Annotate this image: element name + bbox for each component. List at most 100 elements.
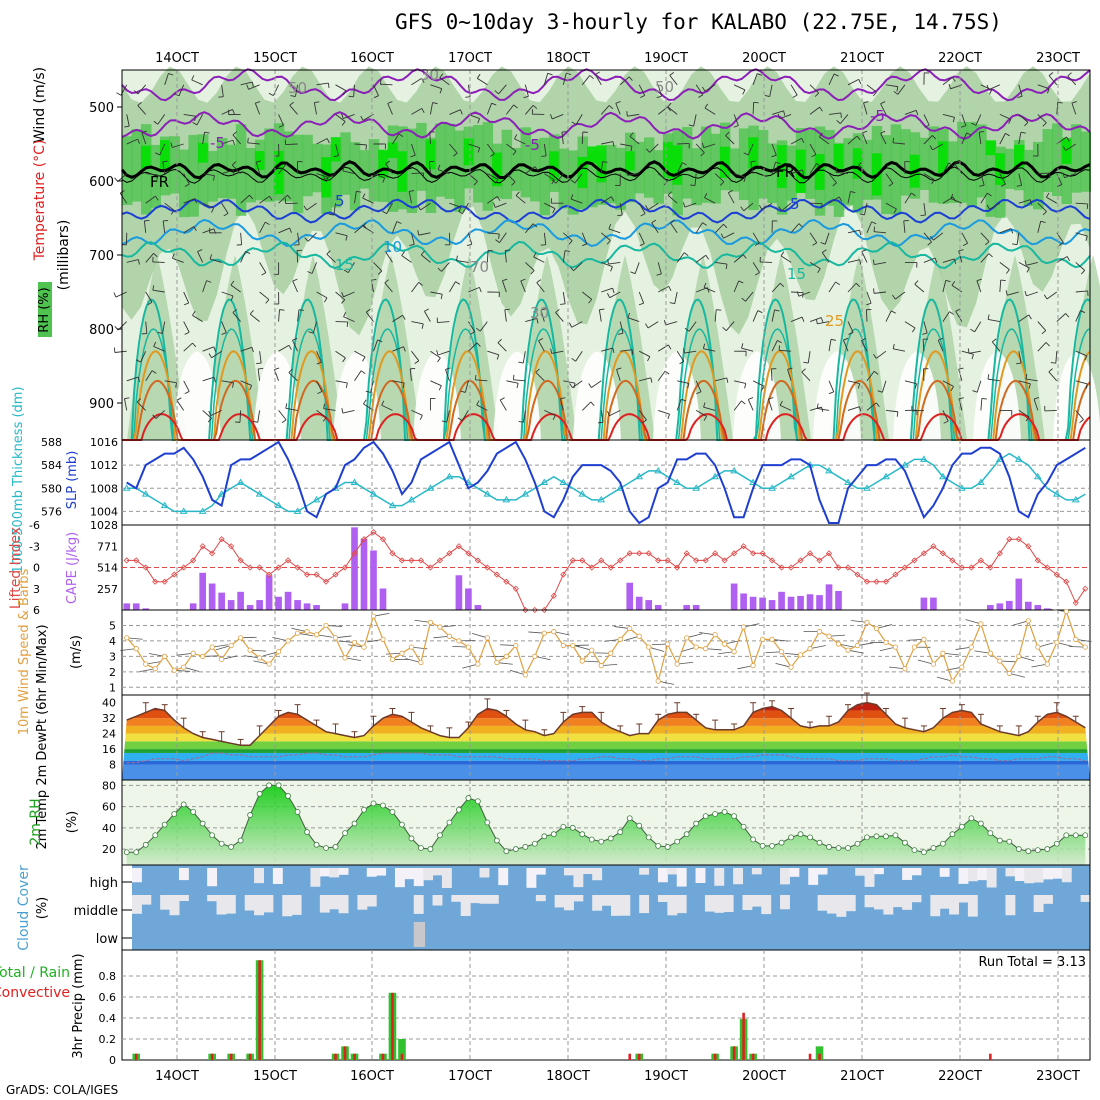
- wind-barb: [885, 202, 897, 210]
- wind-barb-flag: [124, 397, 130, 400]
- wind-barb: [221, 139, 234, 145]
- cloud-mid-cell: [554, 895, 565, 908]
- lifted-marker: [550, 592, 557, 599]
- wind-barb-10m: [999, 660, 1016, 663]
- wind-barb-flag: [914, 383, 918, 389]
- wind-barb: [347, 262, 355, 273]
- wind-marker: [551, 629, 557, 635]
- wind-barb-flag: [850, 191, 856, 194]
- rh2m-marker: [1072, 832, 1079, 839]
- lifted-marker: [825, 550, 833, 557]
- wind-barb-10m: [499, 644, 516, 646]
- wind-barb: [881, 380, 887, 393]
- cape-bar: [759, 597, 766, 610]
- wind-barb-flag: [341, 113, 344, 119]
- wind-barb: [456, 260, 469, 263]
- x-tick-bottom: 16OCT: [350, 1069, 394, 1084]
- cloud-mid-cell: [949, 895, 960, 915]
- cloud-high-cell: [1033, 868, 1044, 883]
- lifted-marker: [1025, 543, 1032, 550]
- cloud-mid-cell: [564, 895, 574, 911]
- wind-barb-flag: [740, 206, 745, 211]
- wind-barb-10m: [680, 646, 697, 653]
- cape-bar: [645, 600, 653, 610]
- wind-barb: [976, 380, 982, 393]
- wind-barb: [980, 253, 990, 263]
- wind-barb: [725, 135, 735, 145]
- wind-barb: [429, 131, 431, 145]
- wind-barb: [343, 291, 355, 298]
- cloud-high-cell: [207, 868, 218, 887]
- wind-barb: [162, 161, 166, 174]
- cloud-high-cell: [1052, 868, 1063, 879]
- wind-marker: [722, 641, 728, 647]
- wind-barb: [858, 164, 868, 174]
- wind-barb-flag: [308, 331, 314, 334]
- wind-barb: [581, 131, 584, 145]
- wind-barb: [591, 380, 602, 389]
- cloud-high-cell: [911, 868, 922, 876]
- wind-marker: [674, 661, 680, 667]
- wind-barb-flag: [911, 327, 916, 333]
- cloud-high-cell: [864, 868, 875, 887]
- wind-barb: [385, 252, 393, 263]
- wind-barb: [562, 250, 566, 263]
- wind-barb: [540, 309, 545, 322]
- wind-barb-flag: [728, 190, 733, 194]
- wind-barb-flag: [1066, 256, 1070, 262]
- cloud-mid-cell: [451, 895, 462, 902]
- lifted-marker: [901, 564, 909, 571]
- wind-barb-flag: [279, 309, 285, 311]
- wind-barb: [847, 191, 851, 204]
- wind-barb: [248, 84, 260, 90]
- wind-barb: [873, 291, 887, 294]
- wind-barb-flag: [615, 101, 621, 104]
- wind-barb-flag: [1033, 397, 1040, 400]
- wind-barb-flag: [1057, 101, 1063, 104]
- wind-barb: [600, 105, 610, 115]
- rh2m-marker: [456, 806, 462, 813]
- wind-barb: [384, 282, 393, 293]
- rh2m-marker: [256, 790, 263, 797]
- wind-barb: [629, 136, 640, 145]
- wind-barb: [575, 114, 583, 125]
- rh2m-marker: [626, 815, 633, 822]
- precip-label-conv: Convective: [0, 985, 70, 1001]
- wind-barb: [933, 232, 944, 241]
- wind-barb: [608, 228, 621, 234]
- temp-band: [122, 702, 1090, 711]
- cloud-high-cell: [319, 868, 330, 877]
- rh2m-marker: [968, 815, 975, 822]
- wind-barb: [164, 202, 175, 211]
- wind-barb-flag: [570, 194, 574, 200]
- wind-barb-flag: [979, 184, 985, 187]
- wind-barb: [1075, 410, 1084, 420]
- wind-barb: [278, 227, 290, 234]
- wind-barb-flag: [932, 135, 937, 140]
- wind-barb-flag: [255, 101, 261, 104]
- cape-bar: [797, 595, 804, 610]
- wind-barb: [525, 166, 536, 174]
- wind-barb: [677, 380, 689, 384]
- wind-barb-flag: [1008, 119, 1012, 125]
- lifted-marker: [626, 550, 633, 557]
- wind-barb: [538, 340, 545, 352]
- wind-marker: [759, 636, 766, 642]
- wind-barb-10m: [250, 649, 267, 652]
- temp-tick-label: 16: [102, 743, 116, 756]
- wind-barb-flag: [830, 338, 837, 341]
- wind-barb: [1044, 409, 1057, 412]
- wind-barb-flag: [432, 102, 438, 105]
- wind-barb-10m: [439, 625, 456, 628]
- wind-barb: [202, 410, 212, 419]
- rh-moist-cell: [302, 134, 313, 197]
- wind-marker: [200, 653, 206, 659]
- rh2m-tick-label: 20: [102, 843, 116, 856]
- lifted-marker: [911, 557, 918, 564]
- wind-barb-flag: [929, 145, 933, 151]
- rh-moist-cell: [729, 148, 740, 192]
- precip-conv-bar: [134, 1053, 138, 1060]
- wind-barb: [354, 350, 366, 358]
- wind-barb-10m: [202, 655, 219, 657]
- wind-barb: [119, 192, 128, 204]
